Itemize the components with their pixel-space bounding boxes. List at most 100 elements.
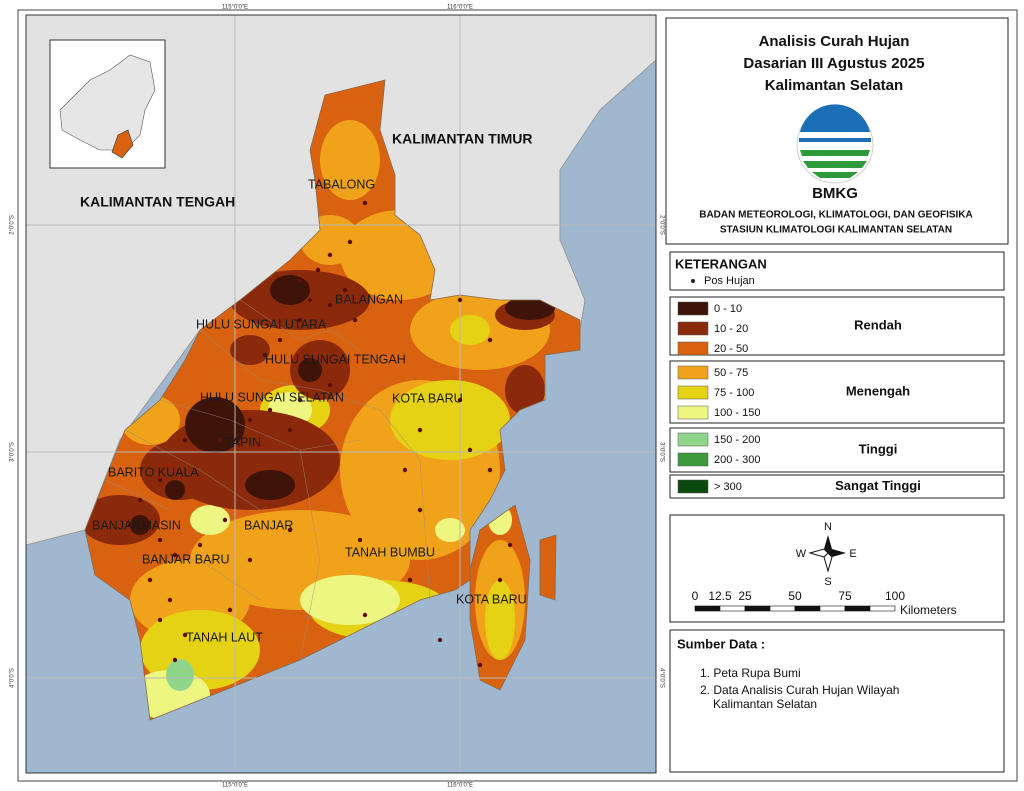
station: [157, 477, 163, 483]
zone: [390, 380, 510, 460]
region-label: BANJAR: [244, 518, 293, 532]
zone: [270, 275, 310, 305]
region-label: TANAH BUMBU: [345, 545, 435, 559]
station: [182, 437, 188, 443]
station: [247, 417, 253, 423]
legend-label: 100 - 150: [714, 407, 760, 419]
scale-bar: 0 12.5 25 50 75 100: [692, 589, 905, 612]
inset-highlight: [111, 129, 134, 159]
zone: [320, 120, 380, 200]
station: [487, 467, 493, 473]
scale-segment: [844, 605, 871, 612]
station: [417, 507, 423, 513]
station: [327, 302, 333, 308]
station-label: Pos Hujan: [704, 275, 755, 287]
region-label: HULU SUNGAI UTARA: [196, 317, 327, 331]
region-label: BANJAR BARU: [142, 552, 230, 566]
scale-unit: Kilometers: [900, 603, 957, 617]
station: [137, 497, 143, 503]
station: [127, 522, 133, 528]
title: Kalimantan Selatan: [765, 77, 903, 94]
legend-swatch: [677, 452, 709, 467]
neighbor-label: KALIMANTAN TIMUR: [392, 131, 533, 147]
scale-tick-label: 12.5: [708, 589, 732, 603]
station: [342, 287, 348, 293]
scale-segment: [719, 605, 746, 612]
zone: [298, 358, 322, 382]
station: [287, 427, 293, 433]
zone: [165, 480, 185, 500]
station: [457, 397, 463, 403]
scale-segment: [819, 605, 846, 612]
station: [182, 632, 188, 638]
scale-segment: [694, 605, 721, 612]
outer-frame: [17, 9, 1018, 782]
district-boundaries: [104, 299, 431, 661]
region-label: KOTA BARU: [392, 391, 463, 405]
station: [262, 352, 268, 358]
legend-label: 50 - 75: [714, 367, 748, 379]
zone: [450, 315, 490, 345]
legend-label: 75 - 100: [714, 387, 754, 399]
station: [362, 612, 368, 618]
map-frame: KALIMANTAN TENGAH KALIMANTAN TIMUR TABAL…: [26, 15, 656, 773]
station: [297, 277, 303, 283]
grid-label: 115°0'0"E: [222, 783, 248, 789]
station: [347, 239, 353, 245]
zone: [230, 335, 270, 365]
station: [247, 557, 253, 563]
station: [297, 317, 303, 323]
grid-label: 2°0'0"S: [10, 215, 16, 235]
station: [217, 437, 223, 443]
station: [407, 577, 413, 583]
scale-tick-label: 25: [738, 589, 752, 603]
legend-swatch: [677, 365, 709, 380]
legend-swatch: [677, 301, 709, 316]
scale-segment: [869, 605, 896, 612]
legend-label: 0 - 10: [714, 303, 742, 315]
station: [487, 337, 493, 343]
station: [307, 297, 313, 303]
compass-n: N: [824, 521, 832, 533]
region-label: TANAH LAUT: [186, 630, 263, 644]
legend-label: 20 - 50: [714, 343, 748, 355]
station: [315, 267, 321, 273]
station: [457, 297, 463, 303]
station: [157, 617, 163, 623]
compass-scale-box: [669, 514, 1005, 623]
source-box: [669, 629, 1005, 773]
legend-swatch: [677, 479, 709, 494]
compass: [808, 535, 846, 573]
scale-segment: [744, 605, 771, 612]
legend-group-box: [669, 360, 1005, 424]
source-item: 2. Data Analisis Curah Hujan Wilayah: [700, 683, 899, 697]
grid-label: 3°0'0"S: [10, 442, 16, 462]
legend-swatch: [677, 405, 709, 420]
station: [357, 537, 363, 543]
zone: [190, 505, 230, 535]
region-label: KOTA BARU: [456, 592, 527, 606]
station: [507, 542, 513, 548]
station: [147, 577, 153, 583]
stations: [127, 200, 513, 668]
station: [352, 317, 358, 323]
grid-label: 3°0'0"S: [658, 442, 664, 462]
grid-label: 116°0'0"E: [447, 5, 473, 11]
grid-label: 115°0'0"E: [222, 5, 248, 11]
station: [172, 657, 178, 663]
logo-text: BMKG: [812, 185, 858, 202]
neighbor-label: KALIMANTAN TENGAH: [80, 194, 235, 210]
station: [287, 527, 293, 533]
legend-label: 10 - 20: [714, 323, 748, 335]
zone: [130, 515, 150, 535]
scale-tick-label: 100: [885, 589, 905, 603]
station: [307, 357, 313, 363]
zone: [485, 580, 515, 660]
legend-label: > 300: [714, 481, 742, 493]
station: [167, 597, 173, 603]
grid-label: 4°0'0"S: [658, 668, 664, 688]
legend-swatch: [677, 385, 709, 400]
legend-group-box: [669, 474, 1005, 499]
map-border: [25, 14, 657, 774]
